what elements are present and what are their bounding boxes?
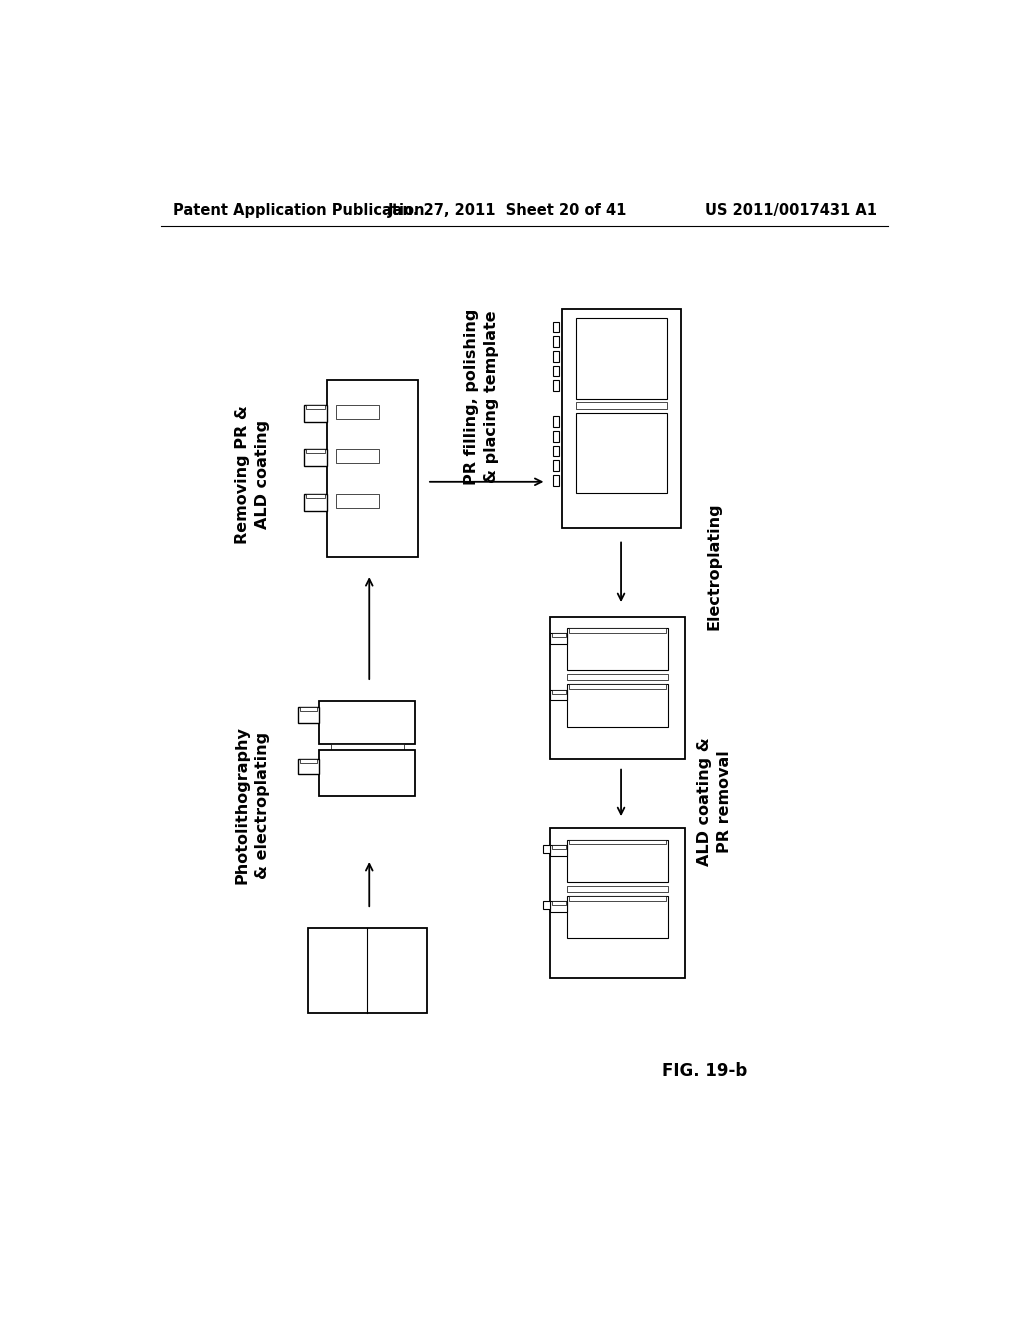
Bar xyxy=(304,449,327,466)
Bar xyxy=(553,322,559,333)
Bar xyxy=(575,318,668,399)
Bar xyxy=(552,689,565,693)
Text: Jan. 27, 2011  Sheet 20 of 41: Jan. 27, 2011 Sheet 20 of 41 xyxy=(388,203,628,218)
Bar xyxy=(550,845,567,855)
Bar xyxy=(567,886,668,892)
Bar xyxy=(575,403,668,409)
Bar xyxy=(543,845,550,853)
Bar xyxy=(553,430,559,442)
Bar xyxy=(304,494,327,511)
Bar xyxy=(568,684,667,689)
Bar xyxy=(567,896,668,939)
Bar xyxy=(336,449,379,463)
Text: PR filling, polishing
& placing template: PR filling, polishing & placing template xyxy=(464,309,499,486)
Bar xyxy=(306,405,325,409)
Bar xyxy=(553,337,559,347)
Bar xyxy=(306,449,325,453)
Bar xyxy=(319,750,416,796)
Bar xyxy=(553,351,559,362)
Bar xyxy=(327,380,418,557)
Bar xyxy=(319,701,416,743)
Text: ALD coating &
PR removal: ALD coating & PR removal xyxy=(696,737,731,866)
Bar xyxy=(298,759,319,775)
Bar xyxy=(550,616,685,759)
Bar xyxy=(553,461,559,471)
Bar xyxy=(575,412,668,494)
Bar xyxy=(543,902,550,909)
Bar xyxy=(552,634,565,638)
Bar xyxy=(567,675,668,681)
Bar xyxy=(567,684,668,726)
Bar xyxy=(568,628,667,632)
Bar xyxy=(567,840,668,882)
Bar xyxy=(553,475,559,486)
Bar xyxy=(553,446,559,457)
Bar xyxy=(553,366,559,376)
Text: US 2011/0017431 A1: US 2011/0017431 A1 xyxy=(706,203,878,218)
Bar xyxy=(550,902,567,912)
Bar xyxy=(550,689,567,701)
Bar xyxy=(307,928,427,1014)
Bar xyxy=(562,309,681,528)
Bar xyxy=(298,708,319,723)
Bar xyxy=(553,380,559,391)
Text: Photolithography
& electroplating: Photolithography & electroplating xyxy=(234,726,269,884)
Bar xyxy=(568,840,667,845)
Bar xyxy=(552,845,565,849)
Bar xyxy=(567,628,668,671)
Bar xyxy=(300,759,316,763)
Bar xyxy=(550,634,567,644)
Bar xyxy=(552,902,565,906)
Text: Electroplating: Electroplating xyxy=(707,503,722,631)
Bar xyxy=(336,405,379,418)
Bar xyxy=(304,405,327,422)
Text: Patent Application Publication: Patent Application Publication xyxy=(173,203,424,218)
Bar xyxy=(550,829,685,978)
Text: FIG. 19-b: FIG. 19-b xyxy=(662,1061,746,1080)
Bar xyxy=(306,494,325,498)
Text: Removing PR &
ALD coating: Removing PR & ALD coating xyxy=(234,405,269,544)
Bar xyxy=(331,743,403,750)
Bar xyxy=(553,416,559,428)
Bar xyxy=(568,896,667,900)
Bar xyxy=(336,494,379,508)
Bar xyxy=(300,708,316,711)
